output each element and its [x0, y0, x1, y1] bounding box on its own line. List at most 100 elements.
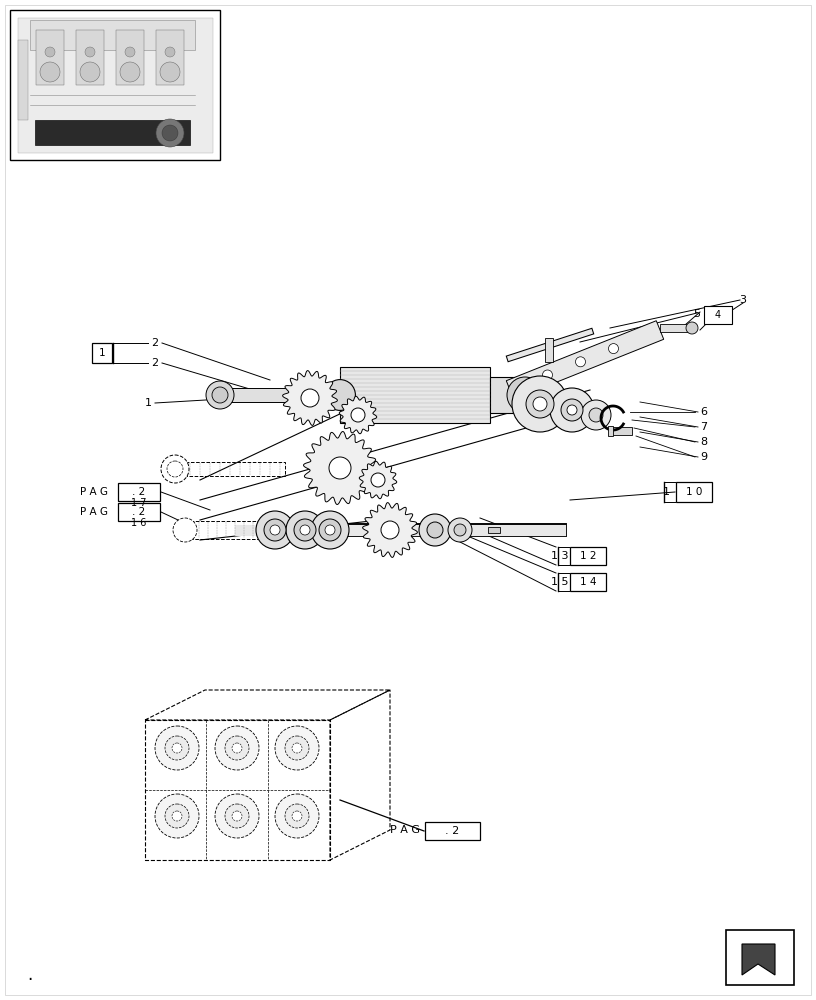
Bar [18, 40, 28, 120]
Text: 1: 1 [663, 487, 669, 497]
Circle shape [160, 62, 180, 82]
Bar [118, 503, 160, 521]
Text: 1 4: 1 4 [579, 577, 596, 587]
Text: 1 2: 1 2 [579, 551, 596, 561]
Circle shape [120, 62, 140, 82]
Circle shape [507, 377, 543, 413]
Bar [660, 324, 690, 332]
Circle shape [329, 457, 351, 479]
Circle shape [575, 357, 586, 367]
Circle shape [533, 397, 547, 411]
Text: 1 0: 1 0 [685, 487, 703, 497]
Text: 1 6: 1 6 [131, 518, 147, 528]
Circle shape [172, 743, 182, 753]
Circle shape [232, 811, 242, 821]
Text: . 2: . 2 [445, 826, 459, 836]
Circle shape [155, 794, 199, 838]
Polygon shape [359, 461, 397, 499]
Bar [118, 483, 160, 501]
Circle shape [156, 119, 184, 147]
Circle shape [371, 473, 385, 487]
Text: 2: 2 [152, 338, 158, 348]
Bar [220, 388, 300, 402]
Circle shape [215, 726, 259, 770]
Circle shape [381, 521, 399, 539]
Circle shape [454, 524, 466, 536]
Bar [185, 521, 260, 539]
Bar [156, 30, 184, 85]
Circle shape [167, 461, 183, 477]
Circle shape [45, 47, 55, 57]
Text: P A G: P A G [80, 507, 108, 517]
Circle shape [567, 405, 577, 415]
Bar [608, 426, 613, 436]
Circle shape [165, 804, 189, 828]
Text: P A G: P A G [80, 487, 108, 497]
Bar [610, 427, 632, 435]
Circle shape [270, 525, 280, 535]
Circle shape [686, 322, 698, 334]
Circle shape [161, 455, 189, 483]
Circle shape [543, 370, 552, 380]
Circle shape [292, 743, 302, 753]
Bar [545, 338, 553, 362]
Circle shape [448, 518, 472, 542]
Bar [175, 462, 285, 476]
Circle shape [155, 726, 199, 770]
Circle shape [285, 804, 309, 828]
Circle shape [40, 62, 60, 82]
Bar [10, 10, 220, 160]
Text: 1 3: 1 3 [552, 551, 569, 561]
Circle shape [165, 47, 175, 57]
Circle shape [300, 525, 310, 535]
Circle shape [232, 743, 242, 753]
Circle shape [351, 408, 365, 422]
Circle shape [526, 390, 554, 418]
Circle shape [419, 514, 451, 546]
Bar [340, 367, 490, 423]
Polygon shape [506, 321, 663, 399]
Bar [36, 30, 64, 85]
Text: 6: 6 [700, 407, 707, 417]
Text: .: . [28, 966, 33, 984]
Circle shape [427, 522, 443, 538]
Text: . 2: . 2 [132, 487, 145, 497]
Circle shape [206, 381, 234, 409]
Text: 4: 4 [715, 310, 721, 320]
Circle shape [285, 736, 309, 760]
Circle shape [581, 400, 611, 430]
Circle shape [173, 518, 197, 542]
Text: 2: 2 [152, 358, 158, 368]
Text: P A G: P A G [390, 825, 420, 835]
Bar [425, 822, 480, 840]
Circle shape [294, 519, 316, 541]
Bar [488, 527, 500, 533]
Circle shape [561, 399, 583, 421]
Text: 1: 1 [99, 348, 105, 358]
Circle shape [256, 511, 294, 549]
Circle shape [609, 344, 619, 354]
Circle shape [215, 794, 259, 838]
Bar [92, 343, 112, 363]
Circle shape [325, 380, 356, 410]
Circle shape [589, 408, 603, 422]
Text: 8: 8 [700, 437, 707, 447]
Circle shape [80, 62, 100, 82]
Circle shape [512, 376, 568, 432]
Bar [676, 482, 712, 502]
Text: 5: 5 [693, 309, 700, 319]
Circle shape [212, 387, 228, 403]
Circle shape [319, 519, 341, 541]
Bar [35, 120, 190, 145]
Circle shape [172, 811, 182, 821]
Circle shape [301, 389, 319, 407]
Text: 7: 7 [700, 422, 707, 432]
Circle shape [286, 511, 324, 549]
Bar [76, 30, 104, 85]
Circle shape [275, 794, 319, 838]
Bar [490, 377, 525, 413]
Circle shape [264, 519, 286, 541]
Text: 9: 9 [700, 452, 707, 462]
Polygon shape [362, 503, 418, 557]
Circle shape [550, 388, 594, 432]
